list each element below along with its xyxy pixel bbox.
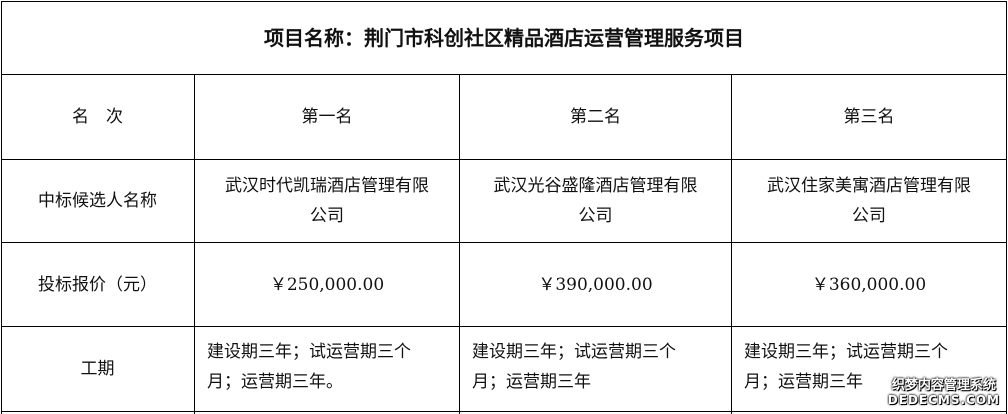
watermark-line1: 织梦内容管理系统: [891, 378, 996, 393]
text: 公司: [578, 206, 613, 226]
text: 武汉住家美寓酒店管理有限: [767, 176, 971, 196]
row-divider: [1, 242, 1007, 243]
text: 公司: [852, 206, 886, 226]
header-label: 名 次: [72, 107, 123, 127]
candidate-1: 武汉时代凯瑞酒店管理有限 公司: [195, 160, 459, 242]
price-3: ￥360,000.00: [811, 274, 927, 295]
text: 武汉时代凯瑞酒店管理有限: [225, 176, 429, 196]
duration-2: 建设期三年；试运营期三个 月；运营期三年: [460, 327, 731, 411]
text: 建设期三年；试运营期三个: [472, 342, 676, 362]
header-rank-2: 第二名: [570, 107, 621, 127]
table-title: 项目名称：荆门市科创社区精品酒店运营管理服务项目: [264, 25, 744, 50]
row-label-candidate: 中标候选人名称: [38, 191, 157, 211]
text: 建设期三年；试运营期三个: [744, 342, 948, 362]
duration-3: 建设期三年；试运营期三个 月；运营期三年: [732, 327, 1006, 411]
border-right: [1006, 1, 1007, 414]
text: 公司: [310, 206, 344, 226]
watermark-line2: DEDECMS.COM: [887, 393, 1000, 407]
price-2: ￥390,000.00: [538, 274, 653, 295]
row-divider: [1, 159, 1007, 160]
price-1: ￥250,000.00: [269, 274, 385, 295]
watermark-logo: 织梦内容管理系统 DEDECMS.COM: [888, 378, 1000, 408]
border-top: [1, 1, 1007, 2]
col-divider: [731, 74, 732, 414]
text: 武汉光谷盛隆酒店管理有限: [493, 176, 698, 196]
row-divider: [1, 74, 1007, 75]
candidate-3: 武汉住家美寓酒店管理有限 公司: [732, 160, 1006, 242]
duration-1: 建设期三年；试运营期三个 月；运营期三年。: [195, 327, 459, 411]
text: 月；运营期三年。: [207, 372, 343, 392]
row-label-duration: 工期: [80, 359, 115, 379]
header-rank-1: 第一名: [301, 107, 353, 127]
row-divider: [1, 326, 1007, 327]
text: 建设期三年；试运营期三个: [207, 342, 411, 362]
header-rank-3: 第三名: [843, 107, 895, 127]
col-divider: [194, 74, 195, 414]
row-label-price: 投标报价（元）: [38, 274, 157, 295]
row-divider: [1, 411, 1007, 412]
text: 月；运营期三年: [472, 372, 591, 392]
col-divider: [459, 74, 460, 414]
candidate-2: 武汉光谷盛隆酒店管理有限 公司: [460, 160, 731, 242]
text: 月；运营期三年: [744, 372, 863, 392]
border-left: [1, 1, 2, 414]
